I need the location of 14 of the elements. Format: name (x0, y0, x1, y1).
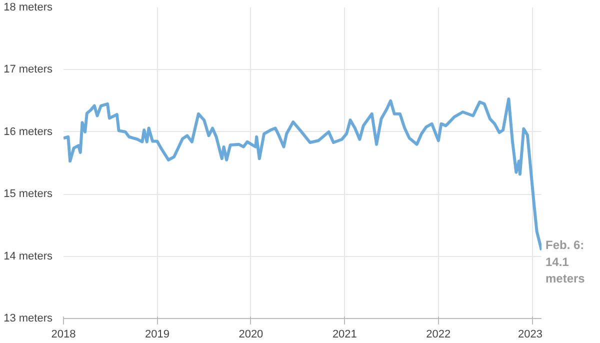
line-series (64, 97, 542, 252)
y-tick-label: 17 meters (4, 64, 53, 76)
y-tick-label: 15 meters (4, 188, 53, 200)
y-tick-label: 13 meters (4, 312, 53, 324)
y-tick-label: 16 meters (4, 126, 53, 138)
x-tick-label: 2018 (51, 328, 76, 340)
x-tick-label: 2023 (518, 328, 543, 340)
x-tick-label: 2022 (426, 328, 451, 340)
annotation: Feb. 6: 14.1 meters (546, 238, 586, 286)
x-tick-label: 2019 (144, 328, 170, 340)
y-tick-label: 14 meters (4, 250, 53, 262)
y-tick-label: 18 meters (4, 2, 53, 14)
x-tick-label: 2021 (332, 328, 357, 340)
x-tick-label: 2020 (238, 328, 264, 340)
